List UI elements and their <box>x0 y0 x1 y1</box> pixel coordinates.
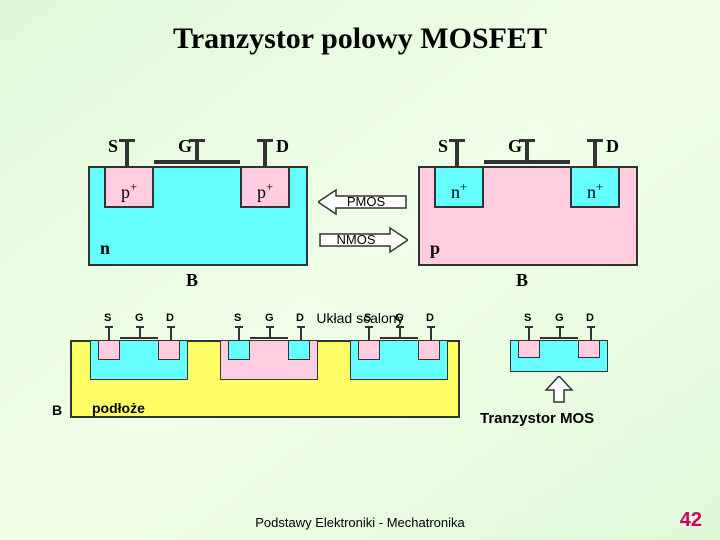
ic-well-0-term-0 <box>108 326 110 340</box>
nmos-drain-region: n+ <box>570 166 620 208</box>
nmos-terminal-label-g: G <box>508 136 522 157</box>
ic-well-1-region-0 <box>228 340 250 360</box>
ic-well-1-term-0 <box>238 326 240 340</box>
pmos-terminal-d <box>263 140 267 166</box>
ic-well-0-region-0 <box>98 340 120 360</box>
nmos-gate-bar <box>484 160 570 164</box>
ic-well-2-term-label-0: S <box>364 312 371 324</box>
ic-well-2-term-0 <box>368 326 370 340</box>
ic-well-0-region-1 <box>158 340 180 360</box>
ic-well-0-term-label-0: S <box>104 312 111 324</box>
single-mos-arrow <box>544 376 574 409</box>
pmos-gate-bar <box>154 160 240 164</box>
ic-well-0-term-label-1: G <box>135 312 144 324</box>
pmos-terminal-label-g: G <box>178 136 192 157</box>
single-mos-term-label-0: S <box>524 312 531 324</box>
ic-well-1-term-1 <box>269 326 271 337</box>
pmos-terminal-g <box>195 140 199 160</box>
nmos-terminal-label-d: D <box>606 136 619 157</box>
nmos-substrate-type-label: p <box>430 238 440 259</box>
ic-well-2-term-2 <box>430 326 432 340</box>
single-mos-gate <box>540 337 578 339</box>
single-mos-label: Tranzystor MOS <box>480 410 594 427</box>
ic-well-1-term-label-1: G <box>265 312 274 324</box>
ic-well-2-term-label-1: G <box>395 312 404 324</box>
ic-well-2-region-1 <box>418 340 440 360</box>
single-mos-term-0 <box>528 326 530 340</box>
single-mos-term-label-2: D <box>586 312 594 324</box>
single-mos-region-1 <box>578 340 600 358</box>
ic-well-0-term-1 <box>139 326 141 337</box>
transistor-diagrams-row: p+ p+ n SGD n+ n+ p SGD PMOS NMOS B B <box>0 56 720 266</box>
pmos-terminal-label-d: D <box>276 136 289 157</box>
pmos-drain-region: p+ <box>240 166 290 208</box>
ic-well-2-region-0 <box>358 340 380 360</box>
pmos-b-label: B <box>186 270 198 291</box>
ic-well-1-term-label-0: S <box>234 312 241 324</box>
single-mos-term-label-1: G <box>555 312 564 324</box>
pmos-substrate-type-label: n <box>100 238 110 259</box>
pmos-arrow: PMOS <box>318 186 408 218</box>
ic-well-0-gate <box>120 337 158 339</box>
slide-number: 42 <box>680 509 702 532</box>
nmos-arrow: NMOS <box>318 224 408 256</box>
nmos-b-label: B <box>516 270 528 291</box>
ic-well-0-term-2 <box>170 326 172 340</box>
footer-text: Podstawy Elektroniki - Mechatronika <box>0 515 720 530</box>
ic-well-2-term-label-2: D <box>426 312 434 324</box>
ic-well-1-term-2 <box>300 326 302 340</box>
ic-well-2-gate <box>380 337 418 339</box>
nmos-terminal-s <box>455 140 459 166</box>
svg-text:PMOS: PMOS <box>347 194 386 209</box>
ic-b-label: B <box>52 402 62 418</box>
pmos-source-region: p+ <box>104 166 154 208</box>
nmos-terminal-g <box>525 140 529 160</box>
slide-title: Tranzystor polowy MOSFET <box>0 0 720 56</box>
nmos-terminal-label-s: S <box>438 136 448 157</box>
ic-podloze-label: podłoże <box>92 400 145 416</box>
ic-well-1-gate <box>250 337 288 339</box>
single-mos-term-1 <box>559 326 561 337</box>
single-mos-region-0 <box>518 340 540 358</box>
ic-well-1-term-label-2: D <box>296 312 304 324</box>
nmos-source-region: n+ <box>434 166 484 208</box>
ic-well-2-term-1 <box>399 326 401 337</box>
single-mos-term-2 <box>590 326 592 340</box>
ic-well-0-term-label-2: D <box>166 312 174 324</box>
ic-well-1-region-1 <box>288 340 310 360</box>
nmos-terminal-d <box>593 140 597 166</box>
pmos-terminal-s <box>125 140 129 166</box>
pmos-terminal-label-s: S <box>108 136 118 157</box>
svg-text:NMOS: NMOS <box>337 232 376 247</box>
